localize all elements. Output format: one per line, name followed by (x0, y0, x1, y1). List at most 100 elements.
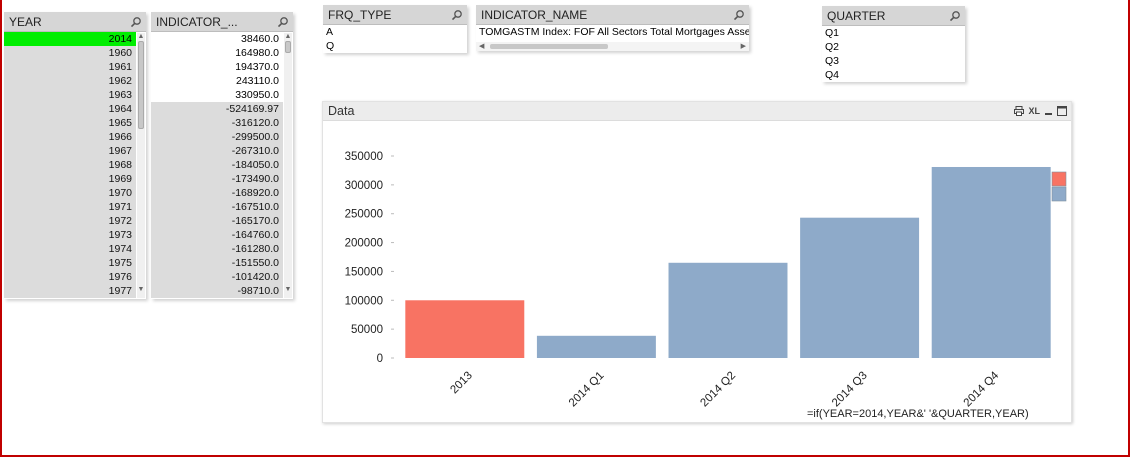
year-list-item[interactable]: 1960 (4, 46, 136, 60)
indicator-list-item[interactable]: -164760.0 (151, 228, 283, 242)
search-icon[interactable] (949, 10, 961, 22)
year-listbox-title[interactable]: YEAR (4, 12, 146, 32)
indicator-name-listbox[interactable]: INDICATOR_NAME TOMGASTM Index: FOF All S… (476, 5, 749, 51)
y-tick-label: 200000 (345, 238, 383, 250)
chart-bar[interactable] (931, 166, 1051, 358)
indicator-list-item[interactable]: -316120.0 (151, 116, 283, 130)
indicator-list-item[interactable]: -184050.0 (151, 158, 283, 172)
year-list-item[interactable]: 1961 (4, 60, 136, 74)
indicator-list-item[interactable]: -167510.0 (151, 200, 283, 214)
chart-bar[interactable] (405, 300, 525, 358)
scroll-right-icon[interactable]: ▶ (740, 43, 746, 50)
frq-list-item[interactable]: Q (323, 39, 467, 53)
indicator-list-item[interactable]: 243110.0 (151, 74, 283, 88)
search-icon[interactable] (733, 9, 745, 21)
indicator-list-item[interactable]: -299500.0 (151, 130, 283, 144)
y-tick-label: 300000 (345, 180, 383, 192)
indicator-list-item[interactable]: 194370.0 (151, 60, 283, 74)
year-listbox[interactable]: YEAR 2014 1960 1961 1962 1963 1964 1965 1966 19… (4, 12, 146, 299)
indicator-list-item[interactable]: -98710.0 (151, 284, 283, 298)
indicator-scrollbar[interactable]: ▲ ▼ (284, 33, 292, 298)
y-tick-label: 50000 (351, 324, 383, 336)
year-list-item[interactable]: 1963 (4, 88, 136, 102)
quarter-listbox[interactable]: QUARTER Q1 Q2 Q3 Q4 (822, 6, 965, 82)
indicator-list-item[interactable]: -151550.0 (151, 256, 283, 270)
year-list-item[interactable]: 1967 (4, 144, 136, 158)
window-border-bottom (0, 455, 1130, 457)
search-icon[interactable] (451, 9, 463, 21)
x-category-label: 2014 Q3 (830, 370, 870, 410)
chart-bar[interactable] (800, 217, 920, 358)
indicator-list-item[interactable]: -161280.0 (151, 242, 283, 256)
scroll-up-icon[interactable]: ▲ (284, 33, 292, 40)
x-category-label: 2014 Q4 (962, 369, 1002, 409)
year-list-item[interactable]: 1966 (4, 130, 136, 144)
quarter-listbox-title[interactable]: QUARTER (822, 6, 965, 26)
indicator-list-item[interactable]: -165170.0 (151, 214, 283, 228)
frq-listbox-title[interactable]: FRQ_TYPE (323, 5, 467, 25)
quarter-list-item[interactable]: Q4 (822, 68, 965, 82)
indicator-name-listbox-title[interactable]: INDICATOR_NAME (476, 5, 749, 25)
year-list-item[interactable]: 1976 (4, 270, 136, 284)
year-list-item[interactable]: 1972 (4, 214, 136, 228)
indicator-list-item[interactable]: -101420.0 (151, 270, 283, 284)
chart-bar[interactable] (536, 335, 656, 358)
year-list-item[interactable]: 1977 (4, 284, 136, 298)
x-category-label: 2014 Q1 (567, 370, 607, 410)
year-list-item[interactable]: 1975 (4, 256, 136, 270)
indicator-name-hscrollbar[interactable]: ◀ ▶ (476, 42, 749, 51)
year-list-item[interactable]: 1974 (4, 242, 136, 256)
quarter-title-text: QUARTER (827, 9, 886, 23)
chart-expression-label: =if(YEAR=2014,YEAR&' '&QUARTER,YEAR) (807, 408, 1029, 420)
indicator-list-item[interactable]: -173490.0 (151, 172, 283, 186)
send-to-excel-button[interactable]: XL (1028, 106, 1040, 116)
scroll-down-icon[interactable]: ▼ (137, 286, 145, 293)
quarter-list-item[interactable]: Q2 (822, 40, 965, 54)
indicator-list-item[interactable]: -524169.97 (151, 102, 283, 116)
quarter-list-item[interactable]: Q1 (822, 26, 965, 40)
year-list-item[interactable]: 1969 (4, 172, 136, 186)
indicator-listbox-title[interactable]: INDICATOR_... (151, 12, 293, 32)
search-icon[interactable] (130, 16, 142, 28)
indicator-list-item[interactable]: -168920.0 (151, 186, 283, 200)
year-list-item[interactable]: 1968 (4, 158, 136, 172)
y-tick-label: 100000 (345, 295, 383, 307)
print-icon[interactable] (1014, 106, 1025, 116)
indicator-value-listbox[interactable]: INDICATOR_... 38460.0 164980.0 194370.0 243… (151, 12, 293, 299)
frq-list-item[interactable]: A (323, 25, 467, 39)
scroll-up-icon[interactable]: ▲ (137, 33, 145, 40)
year-item-selected[interactable]: 2014 (4, 32, 136, 46)
year-scrollbar[interactable]: ▲ ▼ (137, 33, 145, 298)
search-icon[interactable] (277, 16, 289, 28)
chart-caption[interactable]: Data XL (323, 102, 1071, 121)
legend-swatch[interactable] (1051, 171, 1067, 187)
indicator-list-item[interactable]: 164980.0 (151, 46, 283, 60)
indicator-title-text: INDICATOR_... (156, 15, 238, 29)
data-chart-panel[interactable]: Data XL 0 50000 100000 150000 200000 250000 30… (322, 101, 1072, 423)
year-list-item[interactable]: 1962 (4, 74, 136, 88)
bar-chart[interactable]: 0 50000 100000 150000 200000 250000 300000 3500… (323, 122, 1071, 423)
chart-bar[interactable] (668, 262, 788, 358)
y-tick-label: 250000 (345, 209, 383, 221)
quarter-list-item[interactable]: Q3 (822, 54, 965, 68)
indicator-list-item[interactable]: -267310.0 (151, 144, 283, 158)
frq-title-text: FRQ_TYPE (328, 8, 392, 22)
year-list-item[interactable]: 1973 (4, 228, 136, 242)
year-list-item[interactable]: 1970 (4, 186, 136, 200)
indicator-name-list-item[interactable]: TOMGASTM Index: FOF All Sectors Total Mo… (476, 25, 749, 39)
indicator-list-item[interactable]: 38460.0 (151, 32, 283, 46)
x-category-label: 2013 (448, 370, 475, 397)
year-title-text: YEAR (9, 15, 42, 29)
scroll-down-icon[interactable]: ▼ (284, 286, 292, 293)
indicator-list-item[interactable]: 330950.0 (151, 88, 283, 102)
scroll-left-icon[interactable]: ◀ (479, 43, 485, 50)
legend-swatch[interactable] (1051, 186, 1067, 202)
year-list-item[interactable]: 1965 (4, 116, 136, 130)
maximize-icon[interactable] (1057, 106, 1067, 116)
year-list-item[interactable]: 1964 (4, 102, 136, 116)
y-tick-label: 150000 (345, 266, 383, 278)
chart-title: Data (328, 104, 355, 118)
year-list-item[interactable]: 1971 (4, 200, 136, 214)
minimize-icon[interactable] (1044, 106, 1053, 116)
